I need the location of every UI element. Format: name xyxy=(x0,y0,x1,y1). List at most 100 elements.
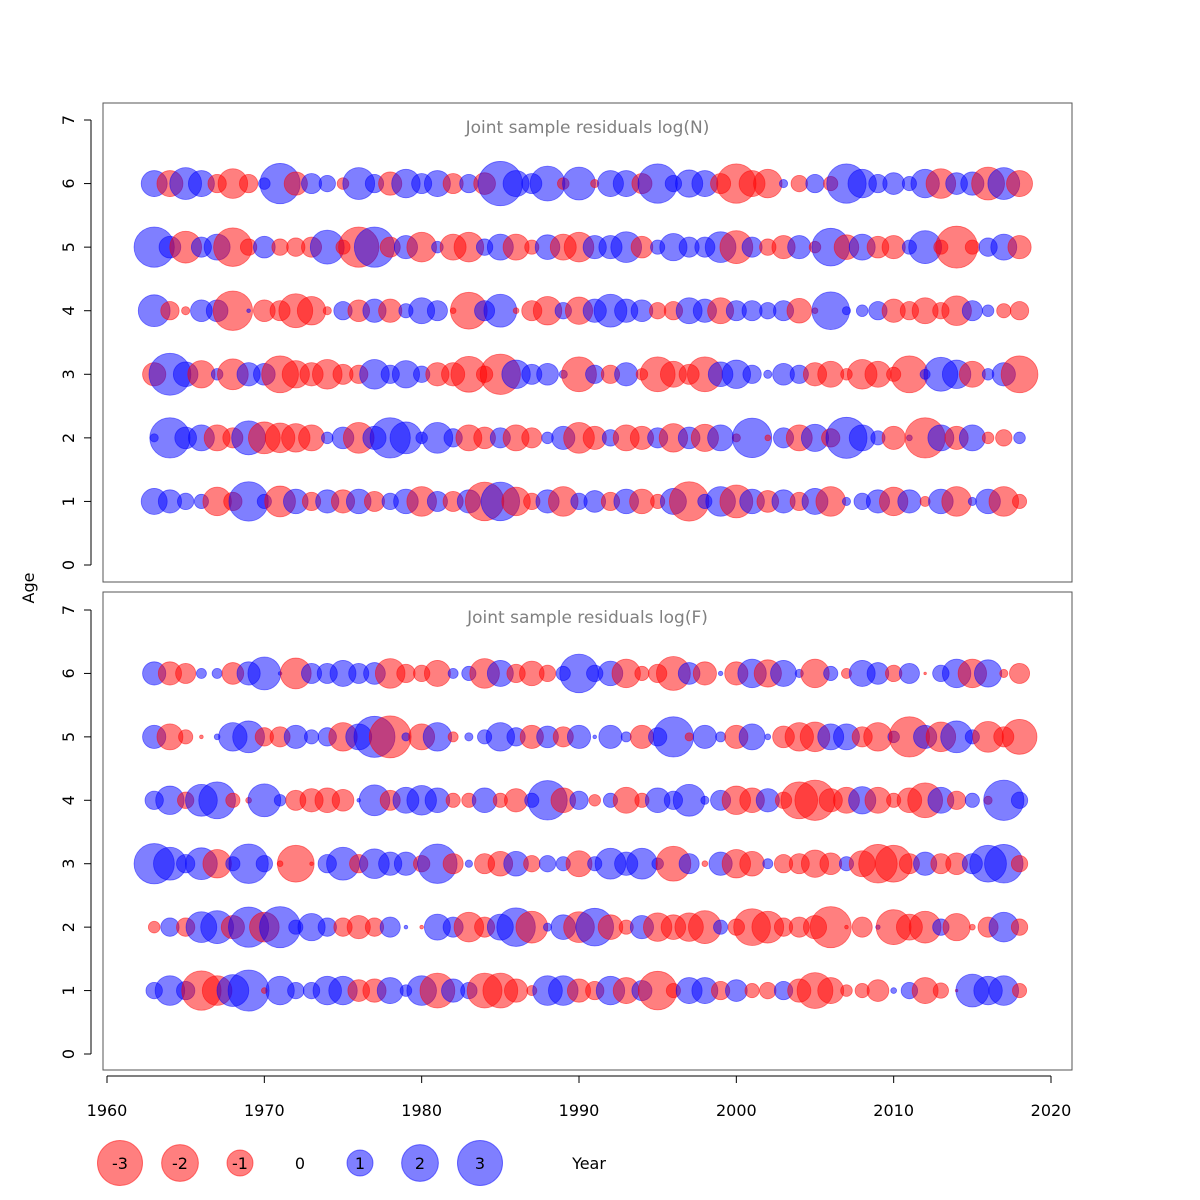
bubble xyxy=(762,858,774,870)
bubble xyxy=(1006,170,1033,197)
bubble xyxy=(958,424,986,452)
bubble xyxy=(717,670,724,677)
bubble xyxy=(744,983,760,999)
x-tick-label: 1970 xyxy=(244,1101,285,1120)
bubble xyxy=(981,431,995,445)
bubble xyxy=(464,732,474,742)
y-tick-label: 3 xyxy=(59,369,78,379)
bubble xyxy=(309,861,314,866)
bubble xyxy=(504,978,529,1003)
bubble xyxy=(195,667,207,679)
x-tick-label: 1980 xyxy=(401,1101,442,1120)
bubble xyxy=(738,723,766,751)
bubble xyxy=(247,656,282,691)
series-age-1 xyxy=(145,969,1028,1012)
bubble xyxy=(731,417,773,458)
bubble xyxy=(181,306,191,316)
bubble xyxy=(942,913,971,942)
bubble xyxy=(1010,855,1029,873)
bubble xyxy=(504,788,529,813)
bubble xyxy=(630,235,654,259)
bubble xyxy=(363,490,385,512)
series-age-1 xyxy=(140,481,1028,522)
series-age-4 xyxy=(144,779,1029,821)
bubble xyxy=(649,302,667,320)
bubble xyxy=(199,734,204,740)
bubble xyxy=(175,662,197,684)
bubble xyxy=(1010,918,1029,936)
legend-bubble xyxy=(161,1144,199,1182)
series-age-2 xyxy=(147,906,1029,949)
y-axis: 0 1 2 3 4 5 6 7 xyxy=(59,115,92,570)
bubble xyxy=(881,425,906,450)
panel-2: Joint sample residuals log(F) 0 1 2 3 4 5 6 7 xyxy=(59,591,1073,1071)
bubble xyxy=(634,665,650,681)
bubble xyxy=(692,661,717,686)
bubble xyxy=(851,916,873,938)
x-tick-label: 1960 xyxy=(87,1101,128,1120)
bubble xyxy=(881,235,906,260)
panel-title: Joint sample residuals log(N) xyxy=(465,118,710,138)
x-tick-label: 2000 xyxy=(716,1101,757,1120)
x-axis: 1960 1970 1980 1990 2000 2010 2020 xyxy=(87,1075,1071,1120)
bubble xyxy=(923,671,927,676)
x-axis-label: Year xyxy=(571,1154,606,1173)
legend-label: 3 xyxy=(475,1154,485,1173)
bubble xyxy=(376,977,404,1004)
bubble xyxy=(763,369,773,379)
series-age-6 xyxy=(142,653,1031,694)
series-age-2 xyxy=(149,416,1026,459)
bubble xyxy=(160,301,180,321)
bubble xyxy=(974,659,1003,688)
bubble xyxy=(741,300,763,322)
y-axis-label: Age xyxy=(19,573,38,604)
y-tick-label: 5 xyxy=(59,732,78,742)
bubble xyxy=(1012,493,1028,509)
bubble xyxy=(787,235,812,260)
bubble xyxy=(770,660,797,687)
bubble xyxy=(225,792,241,808)
y-tick-label: 3 xyxy=(59,859,78,869)
series-age-6 xyxy=(140,161,1033,207)
bubble xyxy=(725,979,748,1002)
y-tick-label: 2 xyxy=(59,433,78,443)
bubble xyxy=(897,489,922,514)
bubble xyxy=(447,667,459,679)
bubble xyxy=(447,731,459,743)
bubble xyxy=(523,855,541,873)
bubble xyxy=(1000,355,1039,394)
y-tick-label: 0 xyxy=(59,560,78,570)
bubble xyxy=(941,486,972,517)
bubble xyxy=(809,906,852,949)
bubble xyxy=(1012,983,1028,999)
bubble xyxy=(678,853,700,875)
series-age-5 xyxy=(142,715,1038,759)
bubble xyxy=(566,724,592,749)
y-tick-label: 4 xyxy=(59,795,78,805)
bubble xyxy=(304,729,320,745)
bubble xyxy=(866,979,890,1002)
y-tick-label: 4 xyxy=(59,306,78,316)
bubble xyxy=(296,296,327,326)
bubble xyxy=(255,855,273,873)
bubble xyxy=(819,852,843,875)
bubble xyxy=(844,924,849,930)
bubble xyxy=(855,304,869,317)
bubble xyxy=(1007,235,1032,260)
bubble xyxy=(841,306,851,316)
bubble xyxy=(815,486,846,517)
legend-bubble xyxy=(346,1149,374,1177)
legend-label: 1 xyxy=(355,1154,365,1173)
bubble xyxy=(961,300,983,322)
bubble xyxy=(442,853,464,875)
bubble xyxy=(700,795,710,805)
y-tick-label: 6 xyxy=(59,178,78,188)
bubble xyxy=(177,492,195,511)
legend-bubble xyxy=(456,1139,504,1187)
bubble xyxy=(287,981,305,1000)
bubble xyxy=(588,794,601,807)
legend-bubble xyxy=(96,1139,144,1187)
bubble xyxy=(898,662,920,684)
bubble xyxy=(786,297,812,324)
